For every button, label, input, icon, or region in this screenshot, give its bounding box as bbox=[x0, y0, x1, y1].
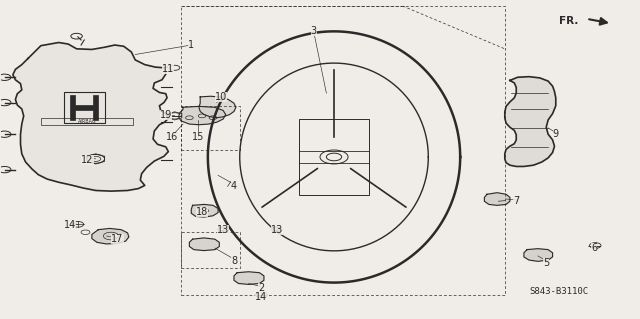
Polygon shape bbox=[234, 272, 264, 285]
Text: 6: 6 bbox=[591, 243, 597, 253]
Bar bbox=[299, 119, 369, 195]
Bar bbox=[93, 95, 99, 120]
Polygon shape bbox=[524, 249, 552, 261]
Text: 18: 18 bbox=[196, 207, 208, 217]
Text: 17: 17 bbox=[111, 234, 124, 244]
Polygon shape bbox=[484, 193, 510, 205]
Text: 13: 13 bbox=[217, 225, 229, 235]
Text: 10: 10 bbox=[215, 92, 227, 102]
Text: 13: 13 bbox=[271, 225, 283, 235]
Bar bbox=[70, 95, 76, 120]
Polygon shape bbox=[179, 106, 226, 125]
Text: 19: 19 bbox=[159, 110, 172, 120]
Text: S843-B3110C: S843-B3110C bbox=[529, 287, 589, 296]
Text: 12: 12 bbox=[81, 154, 93, 165]
Text: 4: 4 bbox=[231, 182, 237, 191]
Text: 9: 9 bbox=[553, 129, 559, 138]
Polygon shape bbox=[189, 238, 220, 250]
Text: 14: 14 bbox=[64, 220, 76, 230]
Polygon shape bbox=[199, 96, 236, 118]
Polygon shape bbox=[92, 228, 129, 244]
Text: 14: 14 bbox=[255, 292, 268, 302]
Text: 8: 8 bbox=[231, 256, 237, 266]
Text: 2: 2 bbox=[259, 283, 264, 293]
Bar bbox=[64, 92, 104, 122]
Text: 15: 15 bbox=[191, 132, 204, 142]
Text: 1: 1 bbox=[188, 40, 195, 50]
Text: FR.: FR. bbox=[559, 16, 578, 26]
Text: 16: 16 bbox=[166, 132, 179, 142]
Bar bbox=[41, 118, 133, 125]
Text: 7: 7 bbox=[513, 196, 520, 206]
Polygon shape bbox=[191, 204, 218, 217]
Text: AIRBAG: AIRBAG bbox=[78, 119, 97, 124]
Polygon shape bbox=[505, 77, 556, 167]
Text: 5: 5 bbox=[543, 258, 549, 268]
Bar bbox=[76, 105, 93, 110]
Text: 3: 3 bbox=[310, 26, 317, 36]
Text: 11: 11 bbox=[162, 64, 175, 74]
Polygon shape bbox=[13, 42, 168, 191]
